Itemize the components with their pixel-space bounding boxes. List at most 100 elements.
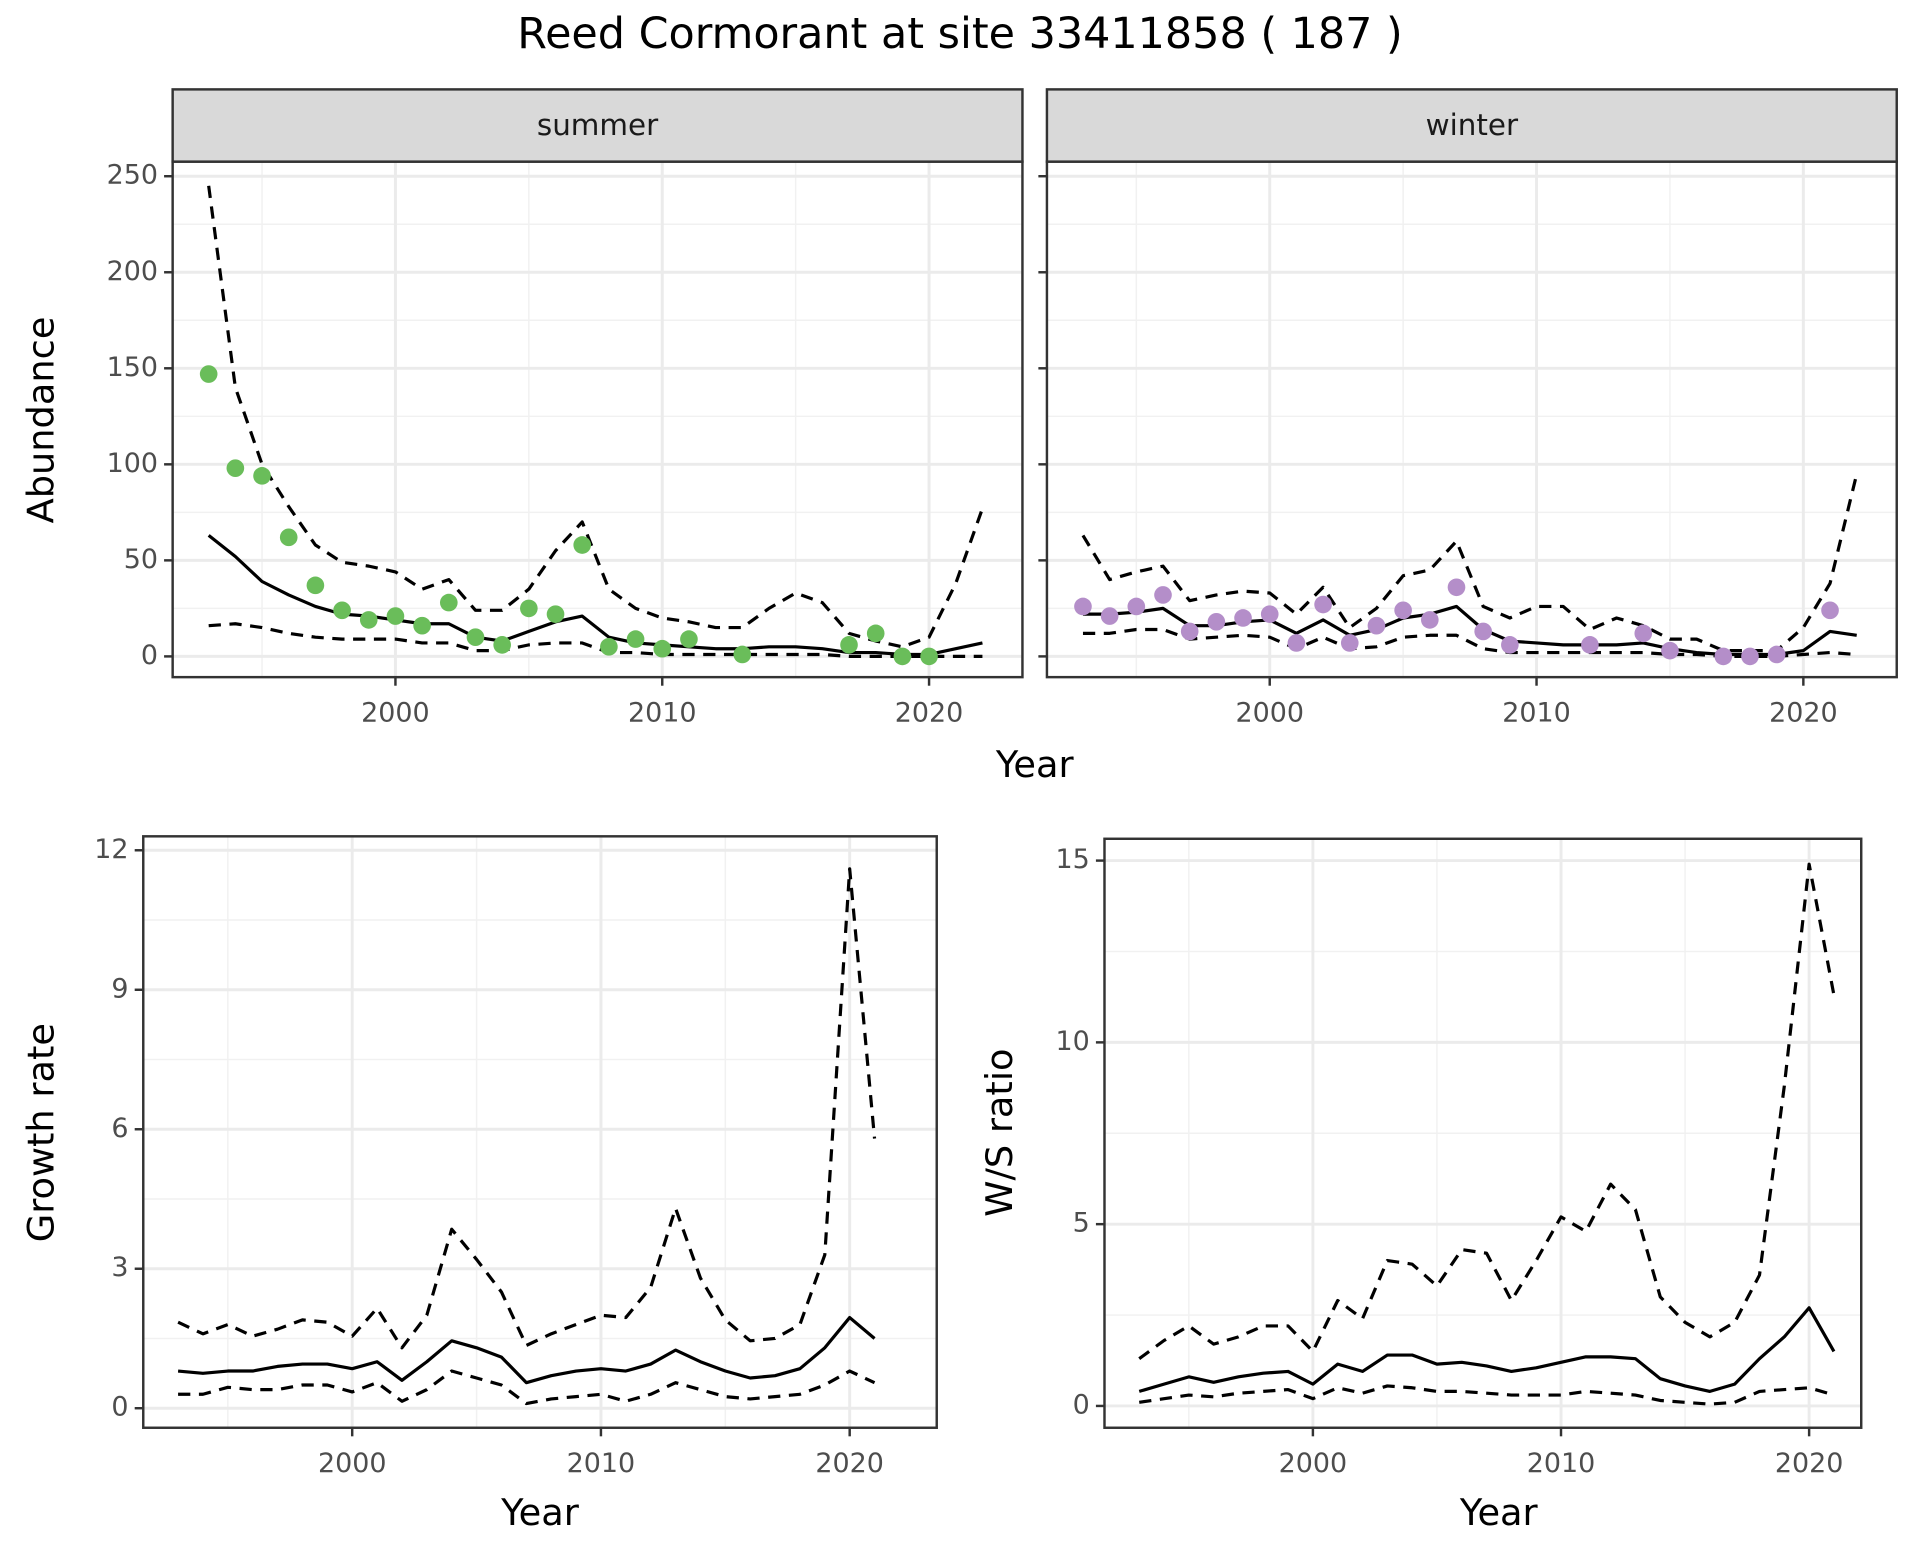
x-tick-label: 2020 xyxy=(1775,1448,1844,1479)
observation xyxy=(1581,636,1599,654)
observation xyxy=(1714,647,1733,666)
interval-line xyxy=(1138,862,1836,1360)
x-tick-label: 2000 xyxy=(361,697,430,728)
x-tick-label: 2000 xyxy=(318,1448,387,1479)
y-tick-label: 12 xyxy=(94,834,128,865)
y-tick-label: 150 xyxy=(107,352,158,383)
observation xyxy=(439,593,458,612)
y-axis-title: W/S ratio xyxy=(978,1048,1021,1216)
observation xyxy=(600,637,618,656)
y-tick-label: 10 xyxy=(1056,1026,1090,1057)
observation xyxy=(1074,597,1092,616)
y-tick-label: 6 xyxy=(111,1113,128,1144)
x-tick-label: 2020 xyxy=(815,1448,884,1479)
mean-line xyxy=(177,1315,876,1385)
interval-line xyxy=(207,185,984,649)
observation xyxy=(920,647,938,666)
observation xyxy=(493,636,511,654)
observation xyxy=(1260,605,1279,623)
observation xyxy=(893,647,912,666)
x-tick-label: 2020 xyxy=(895,697,964,728)
observation xyxy=(1207,613,1226,631)
y-tick-label: 200 xyxy=(107,256,158,287)
observation xyxy=(413,616,431,635)
interval-line xyxy=(177,867,877,1350)
interval-line xyxy=(208,622,983,658)
observation xyxy=(333,601,351,620)
strip-label: summer xyxy=(537,108,659,142)
panel-border xyxy=(1103,837,1863,1429)
observation xyxy=(1367,616,1386,635)
observation xyxy=(1420,611,1439,629)
observation xyxy=(626,630,645,648)
observation xyxy=(1767,645,1786,664)
observation xyxy=(680,630,698,648)
y-tick-label: 3 xyxy=(111,1252,128,1283)
observation xyxy=(1314,595,1332,614)
interval-line xyxy=(1082,627,1857,658)
observation xyxy=(1180,622,1199,641)
y-tick-label: 250 xyxy=(107,160,158,191)
x-tick-label: 2020 xyxy=(1769,697,1838,728)
panel-border xyxy=(142,835,938,1429)
observation xyxy=(1234,609,1252,627)
y-tick-label: 50 xyxy=(124,544,158,575)
strip-label: winter xyxy=(1426,108,1519,142)
interval-line xyxy=(178,1369,876,1406)
observation xyxy=(1340,634,1359,652)
strip xyxy=(171,88,1024,163)
observation xyxy=(1474,622,1492,641)
observation xyxy=(1634,624,1653,643)
x-tick-label: 2000 xyxy=(1235,697,1304,728)
strip xyxy=(1045,88,1898,163)
x-tick-label: 2000 xyxy=(1279,1448,1348,1479)
observation xyxy=(199,365,218,383)
x-axis-title: Year xyxy=(995,743,1075,786)
observation xyxy=(1447,578,1466,597)
y-tick-label: 0 xyxy=(141,640,158,671)
y-axis-title: Abundance xyxy=(19,317,62,524)
observation xyxy=(1821,601,1839,620)
observation xyxy=(520,599,538,618)
observation xyxy=(1661,641,1679,660)
observation xyxy=(866,624,885,643)
observation xyxy=(1741,647,1759,666)
y-tick-label: 5 xyxy=(1073,1208,1090,1239)
observation xyxy=(386,607,405,625)
x-tick-label: 2010 xyxy=(1502,697,1571,728)
interval-line xyxy=(1081,473,1859,653)
mean-line xyxy=(1138,1306,1836,1393)
observation xyxy=(546,605,565,623)
observation xyxy=(359,611,378,629)
y-tick-label: 9 xyxy=(111,973,128,1004)
observation xyxy=(573,536,592,554)
x-tick-label: 2010 xyxy=(1527,1448,1596,1479)
y-tick-label: 0 xyxy=(111,1392,128,1423)
x-axis-title: Year xyxy=(500,1491,580,1534)
observation xyxy=(1154,586,1172,604)
observation xyxy=(226,459,245,477)
y-tick-label: 0 xyxy=(1073,1389,1090,1420)
observation xyxy=(279,528,298,547)
observation xyxy=(306,576,325,595)
panel xyxy=(1046,161,1897,678)
observation xyxy=(1287,634,1306,652)
interval-line xyxy=(1138,1384,1835,1406)
y-axis-title: Growth rate xyxy=(19,1023,62,1242)
figure-title: Reed Cormorant at site 33411858 ( 187 ) xyxy=(517,9,1403,59)
observation xyxy=(1394,601,1412,620)
observation xyxy=(840,636,858,654)
observation xyxy=(1127,597,1146,616)
observation xyxy=(466,628,485,647)
y-tick-label: 100 xyxy=(107,448,158,479)
observation xyxy=(253,467,271,485)
observation xyxy=(653,639,672,658)
x-tick-label: 2010 xyxy=(628,697,697,728)
observation xyxy=(1501,636,1519,654)
observation xyxy=(1100,607,1119,625)
observation xyxy=(733,645,752,664)
x-tick-label: 2010 xyxy=(567,1448,636,1479)
y-tick-label: 15 xyxy=(1056,844,1090,875)
x-axis-title: Year xyxy=(1459,1491,1539,1534)
